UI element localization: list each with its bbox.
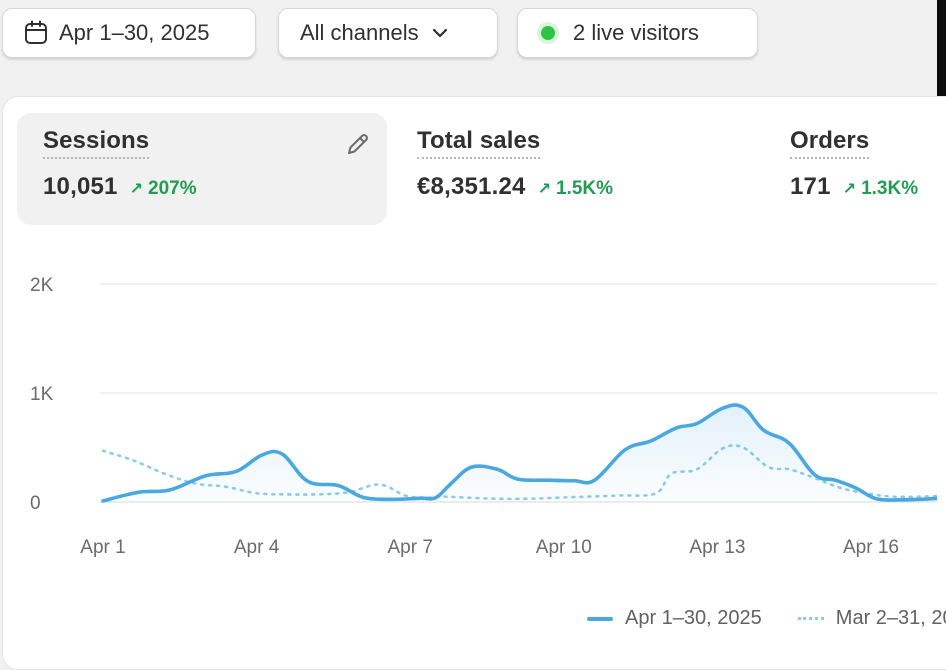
live-dot-icon: [541, 26, 555, 40]
metric-sessions[interactable]: Sessions 10,051 ↗ 207%: [17, 113, 387, 225]
legend-item-previous[interactable]: Mar 2–31, 2025: [835, 607, 946, 629]
y-tick-label: 2K: [30, 275, 54, 296]
date-range-button[interactable]: Apr 1–30, 2025: [2, 8, 256, 58]
metric-change-value: 1.5K%: [555, 178, 614, 199]
live-visitors-label: 2 live visitors: [573, 20, 699, 45]
x-tick-label: Apr 10: [536, 537, 592, 558]
legend-swatch-dotted: [797, 617, 824, 620]
metric-change: ↗ 1.5K%: [538, 178, 613, 200]
channels-label: All channels: [300, 20, 419, 45]
x-tick-label: Apr 1: [80, 537, 125, 558]
arrow-up-right-icon: ↗: [129, 181, 144, 198]
arrow-up-right-icon: ↗: [842, 181, 857, 198]
calendar-icon: [23, 20, 49, 46]
live-visitors-button[interactable]: 2 live visitors: [517, 8, 758, 58]
metric-value: 171: [790, 173, 831, 200]
metric-value: 10,051: [43, 173, 118, 200]
series-line-current: [101, 403, 937, 503]
chart-legend: Apr 1–30, 2025 Mar 2–31, 2025: [587, 607, 946, 630]
chevron-down-icon: [431, 27, 449, 39]
metric-change: ↗ 207%: [130, 178, 197, 200]
plot-area: [101, 403, 937, 503]
metric-title: Total sales: [417, 127, 541, 159]
metric-orders[interactable]: Orders 171 ↗ 1.3K%: [790, 113, 946, 225]
date-range-label: Apr 1–30, 2025: [59, 20, 210, 45]
legend-swatch-solid: [587, 616, 613, 621]
pencil-icon[interactable]: [343, 131, 371, 164]
arrow-up-right-icon: ↗: [537, 181, 551, 198]
series-area-current: [103, 405, 937, 502]
metric-change-value: 207%: [148, 178, 197, 199]
x-tick-label: Apr 7: [387, 537, 432, 558]
metric-value: €8,351.24: [417, 173, 526, 200]
metric-total-sales[interactable]: Total sales €8,351.24 ↗ 1.5K%: [417, 113, 757, 225]
x-tick-label: Apr 13: [689, 537, 745, 558]
y-tick-label: 0: [30, 493, 41, 514]
metric-change-value: 1.3K%: [861, 178, 919, 199]
y-tick-label: 1K: [30, 384, 54, 405]
x-tick-label: Apr 16: [843, 537, 899, 558]
metric-title: Sessions: [43, 127, 150, 159]
channels-dropdown[interactable]: All channels: [278, 8, 498, 58]
legend-item-current[interactable]: Apr 1–30, 2025: [625, 607, 762, 629]
x-tick-label: Apr 4: [234, 537, 280, 558]
analytics-card: Sessions 10,051 ↗ 207% Total sales €8,35…: [2, 96, 946, 670]
metric-title: Orders: [790, 127, 870, 159]
metric-change: ↗ 1.3K%: [843, 178, 918, 200]
